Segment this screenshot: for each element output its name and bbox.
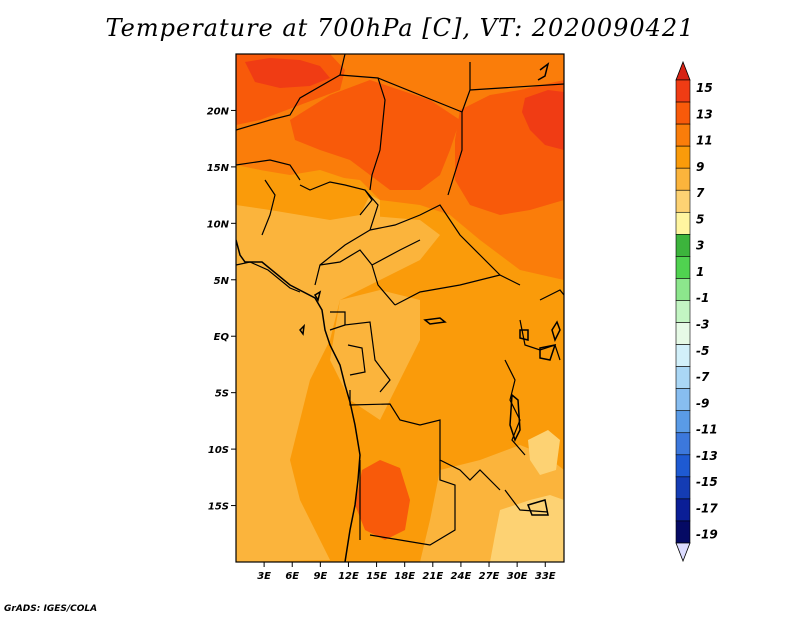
colorbar-label: 9 <box>696 160 704 174</box>
colorbar-segment <box>675 234 691 257</box>
colorbar-label: 11 <box>696 134 713 148</box>
colorbar-bottom-arrow <box>675 542 691 563</box>
colorbar-segment <box>675 278 691 301</box>
colorbar-segment <box>675 101 691 125</box>
map-axes: 3E 6E 9E 12E 15E 18E 21E 24E 27E 30E 33E 20N 15N 10N 5… <box>207 106 556 582</box>
field-7c-west <box>236 200 440 562</box>
colorbar-label: 1 <box>696 265 704 279</box>
colorbar-segment <box>675 123 691 147</box>
y-tick-label: 5N <box>214 276 230 287</box>
colorbar-label: 7 <box>696 186 705 200</box>
field-15c-sudan <box>522 90 564 150</box>
x-tick-label: 6E <box>285 571 299 582</box>
y-tick-label: EQ <box>214 332 230 343</box>
colorbar-segment <box>675 410 691 434</box>
colorbar-segment <box>675 476 691 500</box>
colorbar-label: -19 <box>696 528 718 542</box>
chart-title: Temperature at 700hPa [C], VT: 202009042… <box>105 14 695 42</box>
map-frame <box>235 53 565 563</box>
colorbar-label: -13 <box>696 449 718 463</box>
colorbar-label: -11 <box>696 423 718 437</box>
colorbar-label: -17 <box>696 501 718 515</box>
field-7c-congo <box>330 290 420 420</box>
colorbar-label: 3 <box>696 239 704 253</box>
colorbar-segment <box>675 211 691 235</box>
colorbar-segment <box>675 167 691 191</box>
colorbar-label: 5 <box>696 212 704 226</box>
colorbar-label: -3 <box>696 318 709 332</box>
colorbar-label: 13 <box>696 107 713 121</box>
x-tick-label: 27E <box>479 571 500 582</box>
y-tick-label: 15S <box>208 502 229 513</box>
colorbar-segment <box>675 432 691 456</box>
field-13c-chad <box>290 80 460 190</box>
colorbar: 15 13 11 9 7 5 3 1 -1 -3 -5 -7 -9 -11 -13 -15 -17 -19 <box>675 60 718 563</box>
temperature-map <box>236 54 564 562</box>
colorbar-segment <box>675 79 691 103</box>
y-tick-label: 20N <box>207 106 230 117</box>
colorbar-label: -7 <box>696 370 710 384</box>
coastlines <box>236 62 561 562</box>
y-tick-label: 5S <box>215 389 229 400</box>
colorbar-segment <box>675 189 691 213</box>
colorbar-label: -5 <box>696 344 709 358</box>
x-tick-label: 21E <box>422 571 443 582</box>
y-tick-label: 10N <box>207 219 230 230</box>
colorbar-segment <box>675 256 691 279</box>
x-tick-label: 30E <box>507 571 528 582</box>
colorbar-segment <box>675 322 691 345</box>
y-tick-label: 15N <box>207 163 230 174</box>
grads-credit: GrADS: IGES/COLA <box>4 604 98 614</box>
country-borders <box>236 54 564 546</box>
colorbar-label: -9 <box>696 396 709 410</box>
field-9c-sahel <box>236 165 370 220</box>
colorbar-top-arrow <box>675 60 691 81</box>
x-tick-label: 18E <box>394 571 415 582</box>
colorbar-segment <box>675 344 691 367</box>
field-13c-namibia <box>355 460 410 540</box>
colorbar-segment <box>675 454 691 478</box>
colorbar-segment <box>675 388 691 412</box>
x-tick-label: 15E <box>366 571 387 582</box>
field-15c-northwest <box>245 58 330 88</box>
x-tick-label: 24E <box>451 571 472 582</box>
x-tick-label: 3E <box>257 571 271 582</box>
field-5c-lake <box>528 430 560 475</box>
colorbar-segment <box>675 520 691 544</box>
colorbar-label: 15 <box>696 81 713 95</box>
x-tick-label: 33E <box>535 571 556 582</box>
colorbar-segment <box>675 300 691 323</box>
colorbar-label: -15 <box>696 475 718 489</box>
colorbar-segment <box>675 498 691 522</box>
x-tick-label: 12E <box>338 571 359 582</box>
colorbar-segment <box>675 366 691 389</box>
colorbar-segment <box>675 145 691 169</box>
colorbar-label: -1 <box>696 291 709 305</box>
x-tick-label: 9E <box>313 571 327 582</box>
y-tick-label: 10S <box>208 445 229 456</box>
